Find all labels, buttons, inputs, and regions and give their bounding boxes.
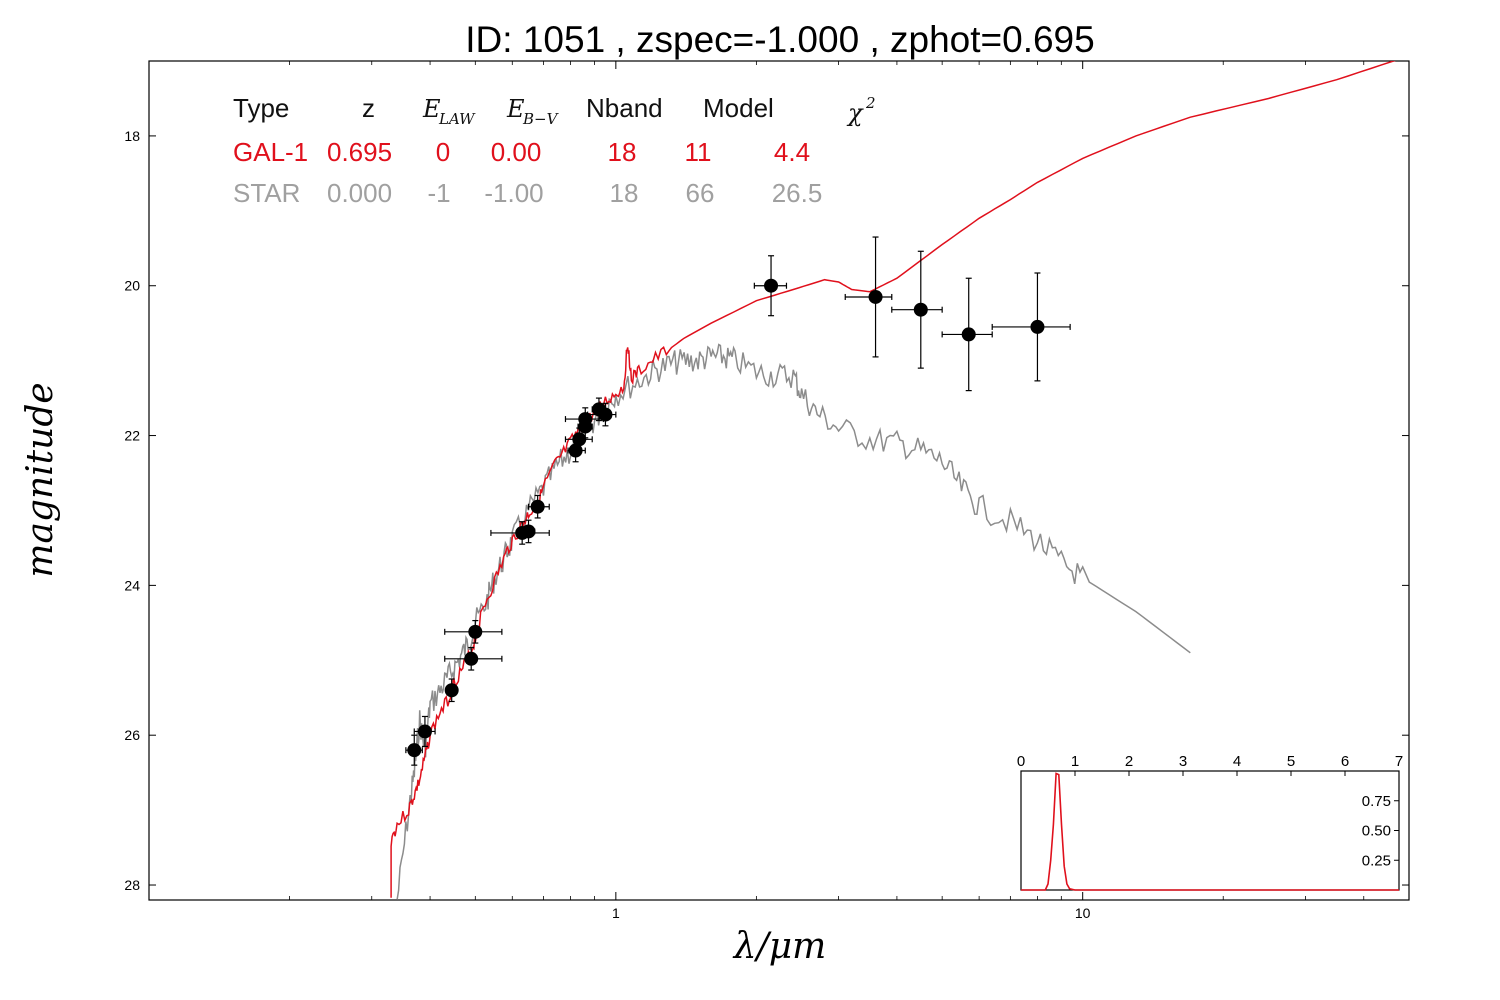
gal-model: 11 <box>685 137 712 167</box>
photometry-point <box>564 407 604 431</box>
photometry-point <box>587 402 617 427</box>
data-marker <box>572 432 587 447</box>
y-tick-label: 28 <box>124 877 140 893</box>
photometry-point <box>444 646 503 671</box>
data-marker <box>961 327 976 342</box>
header-z: z <box>362 93 375 123</box>
photometry-point <box>844 236 893 358</box>
star-elaw: -1 <box>427 178 450 208</box>
data-marker <box>444 683 459 698</box>
header-chi2: χ <box>846 99 864 127</box>
star-nband: 18 <box>610 178 639 208</box>
photometry-point <box>941 277 993 392</box>
header-elaw-sub: LAW <box>438 110 476 128</box>
inset-y-tick-label: 0.50 <box>1362 823 1391 840</box>
pdz-curve <box>1021 772 1399 891</box>
row-galaxy: GAL-1 0.695 0 0.00 18 11 4.4 <box>233 137 810 167</box>
photometry-point <box>405 734 423 766</box>
chart-title: ID: 1051 , zspec=-1.000 , zphot=0.695 <box>465 19 1094 60</box>
data-marker <box>417 724 432 739</box>
data-marker <box>464 651 479 666</box>
header-type: Type <box>233 93 289 123</box>
fit-summary-table: Type z E LAW E B−V Nband Model χ 2 GAL-1… <box>233 93 876 208</box>
gal-chi2: 4.4 <box>774 137 810 167</box>
inset-plot-layer: 0 1 2 3 4 5 6 7 0.25 0.50 0.75 <box>1017 753 1403 891</box>
y-tick-label: 26 <box>124 727 140 743</box>
header-ebv: E <box>506 95 525 123</box>
data-marker <box>530 499 545 514</box>
main-plot-frame <box>148 60 1410 901</box>
photometry-point <box>413 715 436 748</box>
x-axis-label: λ/μm <box>732 926 826 967</box>
y-tick-label: 22 <box>124 428 140 444</box>
header-ebv-sub: B−V <box>522 110 560 128</box>
star-ebv: -1.00 <box>484 178 543 208</box>
gal-z: 0.695 <box>327 137 392 167</box>
gal-ebv: 0.00 <box>491 137 542 167</box>
row-star: STAR 0.000 -1 -1.00 18 66 26.5 <box>233 178 822 208</box>
gal-elaw: 0 <box>436 137 450 167</box>
y-axis-label: magnitude <box>20 382 61 577</box>
star-model: 66 <box>686 178 715 208</box>
inset-x-tick-label: 6 <box>1341 753 1349 770</box>
galaxy-template-spectrum <box>390 61 1396 898</box>
gal-type: GAL-1 <box>233 137 308 167</box>
photometry-point <box>527 494 550 519</box>
data-marker <box>1030 319 1045 334</box>
inset-x-tick-label: 2 <box>1125 753 1133 770</box>
star-chi2: 26.5 <box>772 178 823 208</box>
inset-x-tick-label: 1 <box>1071 753 1079 770</box>
inset-x-tick-label: 0 <box>1017 753 1025 770</box>
y-tick-label: 20 <box>124 278 140 294</box>
gal-nband: 18 <box>608 137 637 167</box>
photometry-point <box>444 619 503 644</box>
inset-x-tick-label: 5 <box>1287 753 1295 770</box>
header-elaw: E <box>422 95 441 123</box>
data-marker <box>521 524 536 539</box>
star-type: STAR <box>233 178 300 208</box>
data-marker <box>468 624 483 639</box>
data-marker <box>764 278 779 293</box>
data-marker <box>913 302 928 317</box>
star-z: 0.000 <box>327 178 392 208</box>
y-tick-label: 24 <box>124 577 140 593</box>
inset-y-tick-label: 0.75 <box>1362 793 1391 810</box>
data-marker <box>407 743 422 758</box>
x-tick-label: 10 <box>1075 905 1091 921</box>
data-marker <box>868 289 883 304</box>
inset-x-tick-label: 4 <box>1233 753 1241 770</box>
inset-y-tick-label: 0.25 <box>1362 852 1391 869</box>
photometry-point <box>753 255 788 317</box>
photometry-point <box>891 250 943 369</box>
header-model: Model <box>703 93 774 123</box>
y-tick-label: 18 <box>124 128 140 144</box>
header-chi2-sup: 2 <box>865 94 876 112</box>
inset-x-tick-label: 7 <box>1395 753 1403 770</box>
x-tick-label: 1 <box>612 905 620 921</box>
photometry-point <box>521 519 536 544</box>
header-nband: Nband <box>586 93 663 123</box>
photometry-point <box>444 678 459 703</box>
inset-x-tick-label: 3 <box>1179 753 1187 770</box>
photometry-point <box>564 427 593 452</box>
inset-frame <box>1020 770 1400 891</box>
data-marker <box>598 407 613 422</box>
data-marker <box>578 412 593 427</box>
photometry-point <box>991 272 1071 382</box>
